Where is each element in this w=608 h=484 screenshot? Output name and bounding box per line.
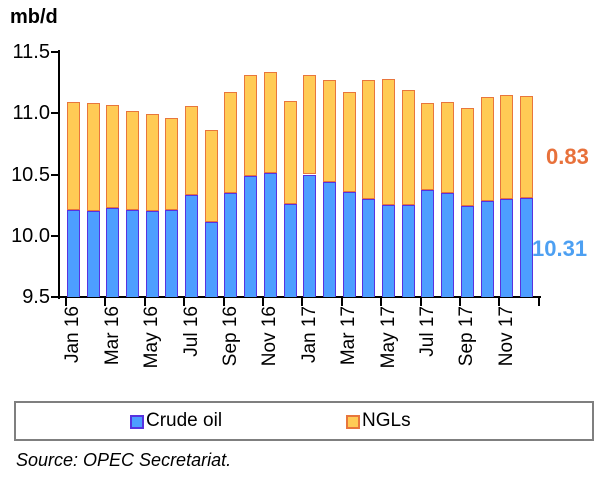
crude-oil-legend-label: Crude oil [146, 410, 223, 431]
x-axis-tick-label: Sep 17 [456, 306, 478, 367]
bar-ngls-sep-17 [460, 108, 474, 207]
bar-ngls-apr-16 [125, 110, 139, 211]
legend: Crude oil NGLs [14, 401, 594, 441]
x-axis-tick [143, 298, 146, 306]
bar-crude-nov-16 [263, 173, 277, 297]
bar-ngls-feb-16 [86, 103, 100, 212]
bar-crude-nov-17 [500, 199, 514, 297]
bar-ngls-nov-16 [263, 71, 277, 174]
x-axis-tick-label: Jul 16 [180, 306, 202, 357]
bar-crude-feb-17 [322, 181, 336, 297]
x-axis-tick [498, 298, 501, 306]
y-axis-tick [51, 234, 59, 237]
bar-ngls-dec-16 [283, 101, 297, 204]
bar-ngls-aug-17 [441, 102, 455, 193]
crude-value-annotation: 10.31 [532, 236, 588, 261]
bar-ngls-jul-17 [421, 103, 435, 191]
ngls-legend-swatch [346, 415, 360, 429]
bar-crude-oct-17 [480, 201, 494, 297]
y-axis-line [58, 50, 60, 299]
x-axis-tick-label: Mar 16 [101, 306, 123, 366]
x-axis-tick [537, 298, 540, 306]
bar-ngls-feb-17 [322, 80, 336, 182]
bar-crude-sep-16 [224, 192, 238, 297]
bar-crude-feb-16 [86, 211, 100, 297]
bar-ngls-jul-16 [185, 105, 198, 196]
bar-ngls-apr-17 [362, 80, 376, 199]
bar-crude-jan-17 [303, 174, 317, 297]
y-axis-unit-label: mb/d [10, 6, 58, 28]
bar-crude-jun-16 [165, 210, 179, 297]
bar-crude-mar-16 [106, 207, 120, 297]
x-axis-tick-label: Jan 16 [62, 306, 84, 364]
x-axis-tick-label: Jul 17 [416, 306, 438, 357]
bar-crude-oct-16 [244, 175, 258, 297]
x-axis-tick [262, 298, 264, 306]
y-axis-tick-label: 10.0 [11, 224, 50, 247]
x-axis-tick-label: May 17 [377, 306, 399, 369]
bar-ngls-mar-16 [106, 104, 120, 208]
bar-ngls-may-17 [382, 78, 395, 206]
x-axis-tick [419, 298, 422, 306]
x-axis-tick-label: Mar 17 [338, 306, 360, 366]
bar-ngls-nov-17 [500, 94, 514, 199]
y-axis-tick-label: 11.5 [12, 41, 50, 63]
bar-ngls-jan-16 [66, 102, 80, 211]
x-axis-tick [104, 298, 107, 306]
bar-crude-jul-16 [185, 195, 198, 297]
y-axis-tick [51, 51, 59, 53]
x-axis-tick [183, 298, 186, 306]
bar-ngls-sep-16 [224, 92, 238, 193]
bar-ngls-mar-17 [342, 92, 356, 192]
ngls-value-annotation: 0.83 [546, 144, 589, 169]
bar-crude-aug-17 [441, 192, 455, 297]
x-axis-tick-label: Nov 17 [495, 306, 517, 367]
source-note: Source: OPEC Secretariat. [16, 450, 232, 470]
x-axis-tick-label: Nov 16 [259, 306, 281, 367]
y-axis-tick [51, 173, 59, 176]
bar-crude-dec-16 [283, 203, 297, 297]
bar-ngls-aug-16 [204, 130, 218, 223]
bar-crude-apr-17 [362, 199, 376, 297]
bar-crude-jul-17 [421, 190, 435, 297]
y-axis-tick [51, 112, 59, 115]
x-axis-tick [222, 298, 225, 306]
bar-crude-jan-16 [66, 210, 80, 297]
x-axis-tick [340, 298, 343, 306]
bar-ngls-jun-17 [401, 89, 415, 206]
bar-ngls-may-16 [145, 114, 159, 212]
y-axis-tick-label: 11.0 [12, 102, 50, 125]
x-axis-tick-label: Jan 17 [298, 306, 320, 364]
y-axis-tick [51, 296, 59, 298]
x-axis-tick [301, 298, 304, 306]
x-axis-tick [380, 298, 383, 306]
crude-oil-legend-swatch [130, 415, 144, 429]
bar-crude-apr-16 [125, 210, 139, 297]
ngls-legend-label: NGLs [362, 410, 411, 431]
bar-ngls-dec-17 [519, 96, 533, 198]
bar-crude-mar-17 [342, 191, 356, 297]
bar-crude-may-17 [382, 205, 395, 297]
bar-ngls-oct-16 [244, 75, 258, 176]
bar-crude-jun-17 [401, 205, 415, 297]
x-axis-line [58, 296, 541, 298]
x-axis-tick [65, 298, 67, 306]
bar-ngls-jan-17 [303, 75, 317, 175]
x-axis-tick-label: Sep 16 [219, 306, 241, 367]
y-axis-tick-label: 10.5 [11, 163, 50, 186]
y-axis-tick-label: 9.5 [22, 286, 50, 308]
bar-ngls-jun-16 [165, 118, 179, 211]
bar-crude-may-16 [145, 211, 159, 297]
x-axis-tick-label: May 16 [141, 306, 163, 369]
bar-crude-dec-17 [519, 197, 533, 297]
bar-crude-sep-17 [460, 206, 474, 297]
bar-crude-aug-16 [204, 222, 218, 297]
bar-ngls-oct-17 [480, 97, 494, 202]
x-axis-tick [459, 298, 461, 306]
